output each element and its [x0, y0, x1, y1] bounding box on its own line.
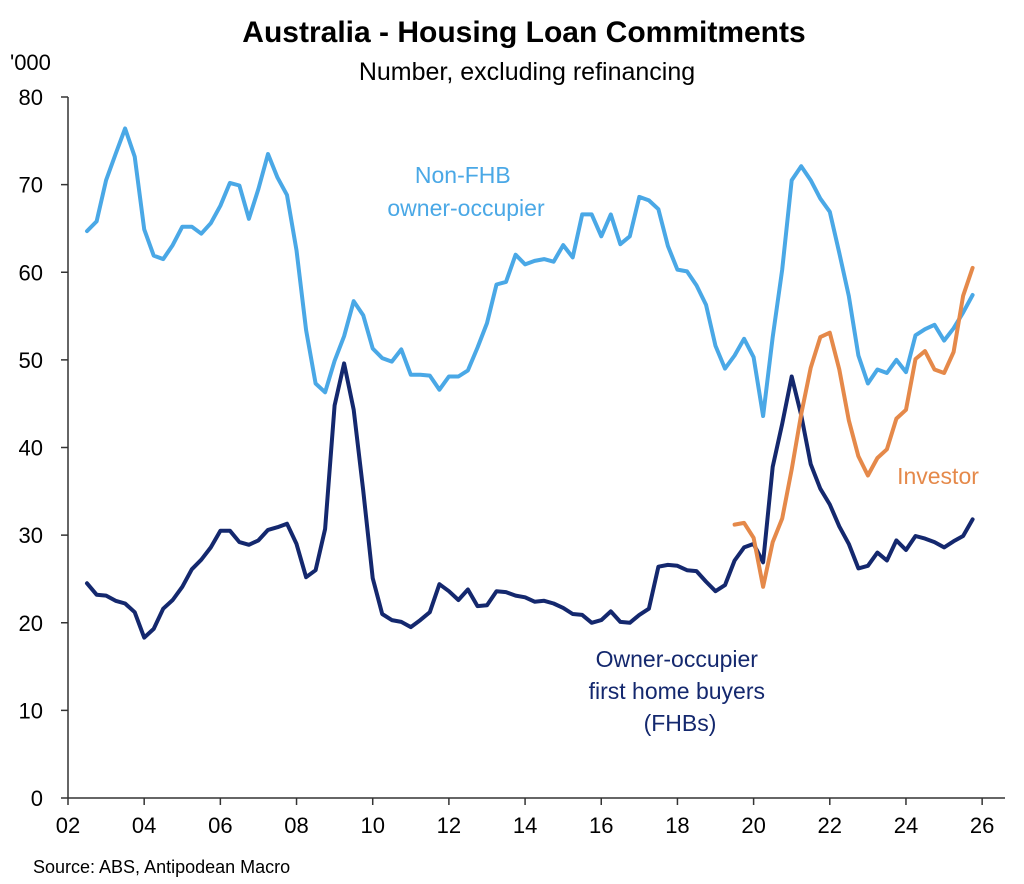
series-line-investor [732, 265, 975, 589]
x-tick-label: 04 [132, 813, 156, 838]
chart-subtitle: Number, excluding refinancing [359, 58, 695, 86]
y-tick-label: 20 [19, 611, 43, 636]
source-note: Source: ABS, Antipodean Macro [33, 857, 290, 877]
series-line-fhb [85, 361, 975, 640]
y-tick-label: 10 [19, 698, 43, 723]
y-tick-label: 50 [19, 348, 43, 373]
x-tick-label: 22 [818, 813, 842, 838]
x-tick-label: 02 [56, 813, 80, 838]
y-tick-label: 0 [31, 786, 43, 811]
series-label-non-fhb: Non-FHB owner-occupier [387, 162, 545, 221]
series-label-fhb: Owner-occupier first home buyers (FHBs) [589, 646, 772, 736]
series-label-investor: Investor [897, 463, 979, 489]
y-tick-label: 30 [19, 523, 43, 548]
x-tick-label: 08 [284, 813, 308, 838]
series-line-non-fhb [85, 126, 975, 418]
x-tick-label: 10 [360, 813, 384, 838]
chart-title: Australia - Housing Loan Commitments [242, 16, 805, 49]
x-axis: 02 04 06 08 10 12 14 16 18 20 22 24 26 [56, 798, 994, 838]
x-tick-label: 12 [437, 813, 461, 838]
x-tick-label: 14 [513, 813, 537, 838]
series-layer [85, 126, 975, 640]
y-axis-unit: '000 [10, 50, 51, 75]
x-tick-label: 20 [741, 813, 765, 838]
y-tick-label: 70 [19, 173, 43, 198]
x-tick-label: 06 [208, 813, 232, 838]
x-tick-label: 24 [894, 813, 918, 838]
y-tick-label: 80 [19, 85, 43, 110]
y-tick-label: 40 [19, 436, 43, 461]
x-tick-label: 26 [970, 813, 994, 838]
y-tick-label: 60 [19, 260, 43, 285]
y-axis: 0 10 20 30 40 50 60 70 80 [19, 85, 68, 811]
x-tick-label: 16 [589, 813, 613, 838]
x-tick-label: 18 [665, 813, 689, 838]
